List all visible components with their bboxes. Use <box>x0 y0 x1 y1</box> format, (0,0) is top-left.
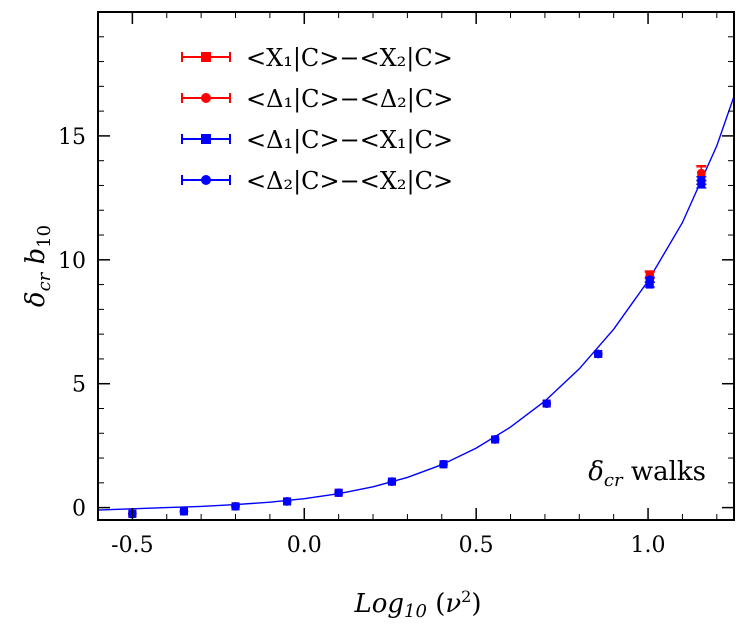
legend-label-series-4: <Δ₂|C>−<X₂|C> <box>246 167 453 196</box>
legend-marker <box>201 134 211 144</box>
data-point-series-4 <box>231 502 240 511</box>
data-point-series-4 <box>645 275 655 284</box>
legend: <X₁|C>−<X₂|C> <Δ₁|C>−<Δ₂|C> <Δ₁|C>−<X₁|C> <… <box>181 44 453 196</box>
x-axis-label: Log10 (ν2) <box>353 587 481 622</box>
data-points-layer <box>128 164 707 519</box>
data-point-series-4 <box>593 349 603 359</box>
legend-label-series-1: <X₁|C>−<X₂|C> <box>246 44 453 73</box>
data-point-series-4 <box>439 459 448 469</box>
annotation-label: δcr walks <box>588 457 706 491</box>
data-point-series-4 <box>282 497 292 506</box>
x-tick-label: 1.0 <box>631 533 666 558</box>
data-point-series-4 <box>697 176 706 185</box>
legend-label-series-3: <Δ₁|C>−<X₁|C> <box>246 126 453 155</box>
ticks-layer: -0.5 0.0 0.5 1.0 0 5 10 15 <box>58 12 734 558</box>
fit-curve-layer <box>97 96 735 511</box>
legend-marker <box>201 93 211 103</box>
data-point-series-3 <box>645 280 654 289</box>
fit-curve <box>97 96 735 511</box>
x-tick-label: 0.5 <box>459 533 494 558</box>
data-point-series-2 <box>697 168 706 178</box>
y-tick-label: 15 <box>58 125 86 150</box>
data-point-series-4 <box>179 507 189 516</box>
legend-label-series-2: <Δ₁|C>−<Δ₂|C> <box>246 85 453 114</box>
x-tick-label: -0.5 <box>111 533 153 558</box>
x-tick-label: 0.0 <box>287 533 322 558</box>
data-point-series-4 <box>387 477 397 486</box>
y-tick-label: 5 <box>72 373 86 398</box>
legend-marker <box>201 175 211 185</box>
legend-marker <box>201 52 211 62</box>
data-point-series-4 <box>334 488 343 498</box>
y-axis-label: δcr b10 <box>21 225 55 307</box>
plot-frame <box>97 11 735 521</box>
y-tick-label: 0 <box>72 497 86 522</box>
data-point-series-4 <box>490 435 500 444</box>
data-point-series-4 <box>542 399 551 408</box>
y-tick-label: 10 <box>58 249 86 274</box>
